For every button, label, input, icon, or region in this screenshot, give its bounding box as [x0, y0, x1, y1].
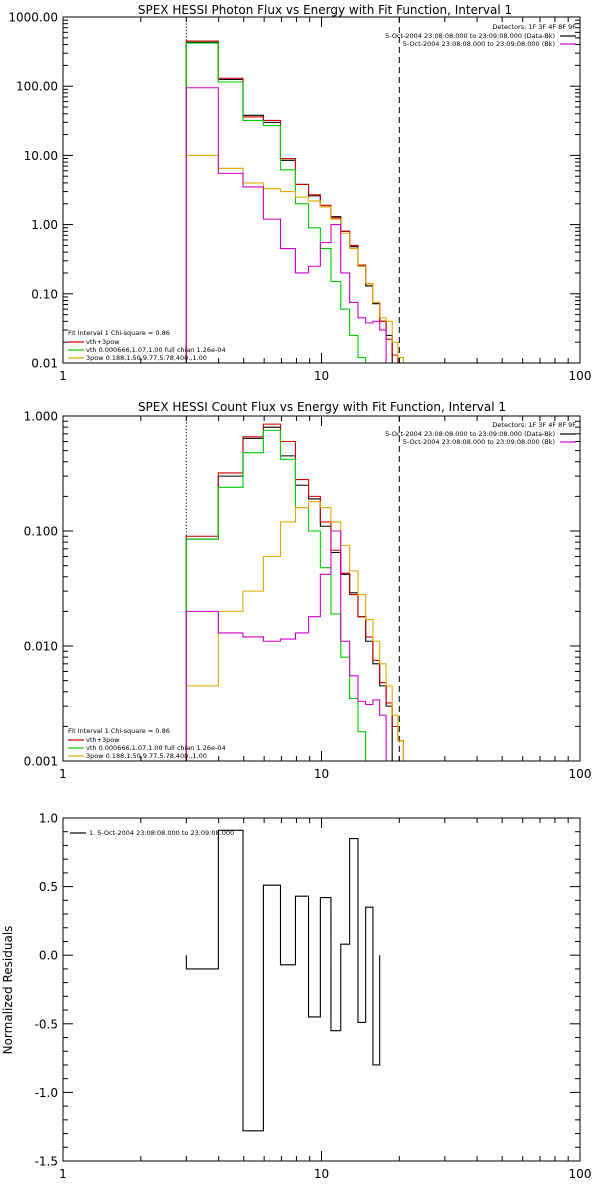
y-tick-label: 0.01	[31, 357, 58, 371]
plot-frame	[62, 817, 581, 1162]
x-tick-label: 10	[314, 1167, 329, 1181]
x-tick-label: 1	[59, 767, 67, 781]
y-tick-label: -1.0	[35, 1086, 58, 1100]
x-tick-label: 10	[314, 767, 329, 781]
x-tick-label: 10	[314, 369, 329, 383]
legend-bottom-left: Fit Interval 1 Chi-square = 0.86 vth+3po…	[68, 727, 226, 760]
fit-summary: Fit Interval 1 Chi-square = 0.86	[68, 727, 170, 735]
x-tick-label: 100	[569, 767, 592, 781]
x-tick-label: 1	[59, 1167, 67, 1181]
plot-frame	[62, 16, 581, 364]
series-residual	[185, 829, 381, 1132]
legend-entry-text: 5-Oct-2004 23:08:08.000 to 23:09:08.000 …	[403, 40, 555, 48]
legend-top-right: Detectors: 1F 3F 4F 8F 9F 5-Oct-2004 23:…	[385, 23, 576, 48]
legend-entry-text: vth+3pow	[86, 736, 120, 744]
series-bk	[185, 530, 393, 761]
legend-entry-text: vth 0.000666,1.07,1.00 full chian 1.26e-…	[86, 744, 226, 752]
series-vth	[185, 429, 393, 761]
legend-entry-text: 5-Oct-2004 23:08:08.000 to 23:09:08.000 …	[403, 438, 555, 446]
y-tick-label: -0.5	[35, 1017, 58, 1031]
x-tick-label: 100	[569, 1167, 592, 1181]
x-tick-label: 100	[569, 369, 592, 383]
y-tick-label: 0.100	[24, 525, 58, 539]
plot-frame	[62, 415, 581, 762]
y-tick-label: -1.5	[35, 1155, 58, 1169]
y-tick-label: 0.5	[39, 880, 58, 894]
y-tick-label: 10.00	[24, 149, 58, 163]
y-axis-label: Normalized Residuals	[1, 926, 15, 1055]
legend-entry-text: vth 0.000666,1.07,1.00 full chian 1.26e-…	[86, 346, 226, 354]
legend-entry-text: 5-Oct-2004 23:08:08.000 to 23:09:08.000 …	[385, 32, 555, 40]
residuals-panel: Normalized Residuals 1 10 100 1.0 0.5 0.0 -0.5…	[1, 812, 591, 1182]
legend-bottom-left: Fit Interval 1 Chi-square = 0.86 vth+3po…	[68, 329, 226, 362]
y-tick-label: 100.00	[16, 80, 58, 94]
panel-title: SPEX HESSI Photon Flux vs Energy with Fi…	[138, 3, 512, 17]
legend-header: Detectors: 1F 3F 4F 8F 9F	[492, 23, 576, 31]
y-tick-label: 0.001	[24, 755, 58, 769]
series-vth	[185, 42, 393, 363]
legend-entry-text: 3pow 0.188,1.50,9.77,5.78,400.,1.00	[86, 354, 207, 362]
fit-summary: Fit Interval 1 Chi-square = 0.86	[68, 329, 170, 337]
count-flux-panel: SPEX HESSI Count Flux vs Energy with Fit…	[24, 400, 592, 781]
legend-entry-text: 3pow 0.188,1.50,9.77,5.78,400.,1.00	[86, 752, 207, 760]
legend-entry-text: 1. 5-Oct-2004 23:08:08.000 to 23:09:08.0…	[89, 829, 234, 837]
legend-header: Detectors: 1F 3F 4F 8F 9F	[492, 421, 576, 429]
y-tick-label: 1.00	[31, 218, 58, 232]
y-tick-label: 1.0	[39, 812, 58, 826]
legend-entry-text: 5-Oct-2004 23:08:08.000 to 23:09:08.000 …	[385, 430, 555, 438]
legend-entry-text: vth+3pow	[86, 338, 120, 346]
panel-title: SPEX HESSI Count Flux vs Energy with Fit…	[138, 400, 506, 414]
y-tick-label: 1000.00	[8, 11, 58, 25]
series-bk	[185, 87, 393, 363]
x-tick-label: 1	[59, 369, 67, 383]
photon-flux-panel: SPEX HESSI Photon Flux vs Energy with Fi…	[8, 3, 591, 383]
y-tick-label: 0.10	[31, 287, 58, 301]
y-tick-label: 0.010	[24, 640, 58, 654]
legend-top-right: Detectors: 1F 3F 4F 8F 9F 5-Oct-2004 23:…	[385, 421, 576, 446]
y-tick-label: 0.0	[39, 949, 58, 963]
legend: 1. 5-Oct-2004 23:08:08.000 to 23:09:08.0…	[70, 829, 234, 837]
y-tick-label: 1.000	[24, 410, 58, 424]
